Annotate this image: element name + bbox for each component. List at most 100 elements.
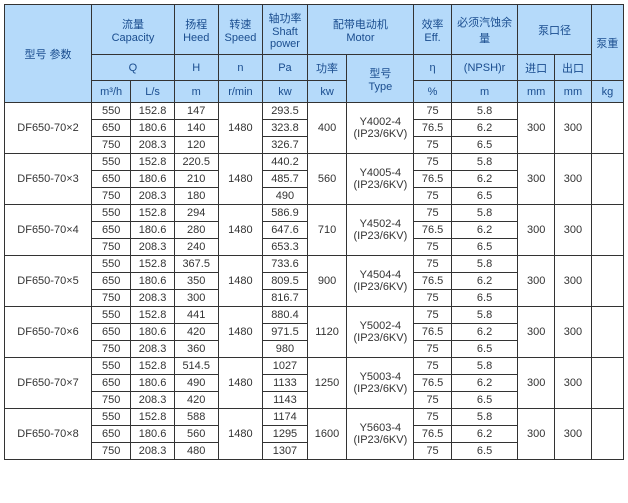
cell-eff: 75: [414, 341, 452, 358]
hdr-eff: 效率Eff.: [414, 5, 452, 55]
cell-npsh: 6.5: [451, 341, 517, 358]
cell-h: 220.5: [174, 154, 218, 171]
table-row: DF650-70×6550152.84411480880.41120Y5002-…: [5, 307, 624, 324]
cell-q: 650: [92, 171, 131, 188]
hdr-Q: Q: [92, 55, 175, 81]
cell-eff: 75: [414, 256, 452, 273]
hdr-head: 扬程Heed: [174, 5, 218, 55]
cell-pa: 971.5: [263, 324, 307, 341]
cell-ls: 180.6: [131, 273, 175, 290]
cell-npsh: 6.2: [451, 273, 517, 290]
cell-model: DF650-70×4: [5, 205, 92, 256]
cell-npsh: 6.2: [451, 120, 517, 137]
cell-eff: 76.5: [414, 426, 452, 443]
cell-eff: 76.5: [414, 273, 452, 290]
cell-h: 560: [174, 426, 218, 443]
cell-h: 490: [174, 375, 218, 392]
hdr-kg: kg: [591, 81, 623, 103]
cell-eff: 75: [414, 137, 452, 154]
cell-ls: 208.3: [131, 341, 175, 358]
cell-inlet: 300: [518, 103, 555, 154]
cell-h: 180: [174, 188, 218, 205]
cell-motor-model: Y4502-4(IP23/6KV): [347, 205, 414, 256]
hdr-rmin: r/min: [218, 81, 263, 103]
cell-speed: 1480: [218, 103, 263, 154]
cell-weight: [591, 256, 623, 307]
cell-npsh: 6.2: [451, 171, 517, 188]
hdr-m2: m: [451, 81, 517, 103]
hdr-inlet: 进口: [518, 55, 555, 81]
table-row: DF650-70×4550152.82941480586.9710Y4502-4…: [5, 205, 624, 222]
cell-motor-model: Y4002-4(IP23/6KV): [347, 103, 414, 154]
hdr-kw1: kw: [263, 81, 307, 103]
cell-model: DF650-70×2: [5, 103, 92, 154]
cell-pa: 1143: [263, 392, 307, 409]
cell-q: 650: [92, 324, 131, 341]
cell-pa: 647.6: [263, 222, 307, 239]
cell-q: 650: [92, 120, 131, 137]
cell-npsh: 6.2: [451, 375, 517, 392]
cell-outlet: 300: [555, 205, 592, 256]
cell-motor-model: Y4005-4(IP23/6KV): [347, 154, 414, 205]
cell-h: 280: [174, 222, 218, 239]
cell-q: 650: [92, 375, 131, 392]
hdr-pump-wt: 泵重: [591, 5, 623, 81]
cell-pa: 1133: [263, 375, 307, 392]
cell-npsh: 6.2: [451, 324, 517, 341]
cell-q: 550: [92, 358, 131, 375]
cell-npsh: 5.8: [451, 256, 517, 273]
cell-weight: [591, 205, 623, 256]
cell-outlet: 300: [555, 409, 592, 460]
cell-npsh: 5.8: [451, 307, 517, 324]
cell-motor-power: 560: [307, 154, 347, 205]
cell-speed: 1480: [218, 358, 263, 409]
cell-h: 420: [174, 324, 218, 341]
cell-q: 650: [92, 426, 131, 443]
hdr-pct: %: [414, 81, 452, 103]
cell-eff: 75: [414, 443, 452, 460]
cell-motor-power: 710: [307, 205, 347, 256]
cell-eff: 75: [414, 239, 452, 256]
cell-motor-model: Y4504-4(IP23/6KV): [347, 256, 414, 307]
cell-h: 441: [174, 307, 218, 324]
cell-eff: 75: [414, 409, 452, 426]
cell-ls: 180.6: [131, 375, 175, 392]
hdr-kw2: kw: [307, 81, 347, 103]
cell-weight: [591, 154, 623, 205]
cell-speed: 1480: [218, 205, 263, 256]
hdr-m3h: m³/h: [92, 81, 131, 103]
cell-weight: [591, 103, 623, 154]
hdr-Pa: Pa: [263, 55, 307, 81]
cell-h: 147: [174, 103, 218, 120]
hdr-H: H: [174, 55, 218, 81]
cell-outlet: 300: [555, 307, 592, 358]
cell-pa: 809.5: [263, 273, 307, 290]
cell-ls: 208.3: [131, 239, 175, 256]
cell-model: DF650-70×6: [5, 307, 92, 358]
table-row: DF650-70×3550152.8220.51480440.2560Y4005…: [5, 154, 624, 171]
cell-outlet: 300: [555, 154, 592, 205]
cell-h: 350: [174, 273, 218, 290]
cell-speed: 1480: [218, 409, 263, 460]
cell-pa: 816.7: [263, 290, 307, 307]
cell-ls: 208.3: [131, 188, 175, 205]
cell-pa: 293.5: [263, 103, 307, 120]
cell-motor-power: 400: [307, 103, 347, 154]
cell-pa: 1027: [263, 358, 307, 375]
cell-npsh: 6.5: [451, 239, 517, 256]
cell-eff: 76.5: [414, 222, 452, 239]
cell-inlet: 300: [518, 307, 555, 358]
hdr-power: 功率: [307, 55, 347, 81]
cell-motor-model: Y5002-4(IP23/6KV): [347, 307, 414, 358]
cell-eff: 75: [414, 307, 452, 324]
cell-outlet: 300: [555, 358, 592, 409]
cell-weight: [591, 307, 623, 358]
cell-ls: 208.3: [131, 392, 175, 409]
cell-motor-model: Y5003-4(IP23/6KV): [347, 358, 414, 409]
hdr-n: n: [218, 55, 263, 81]
cell-npsh: 6.5: [451, 137, 517, 154]
cell-npsh: 5.8: [451, 358, 517, 375]
hdr-m: m: [174, 81, 218, 103]
cell-ls: 180.6: [131, 222, 175, 239]
cell-pa: 653.3: [263, 239, 307, 256]
